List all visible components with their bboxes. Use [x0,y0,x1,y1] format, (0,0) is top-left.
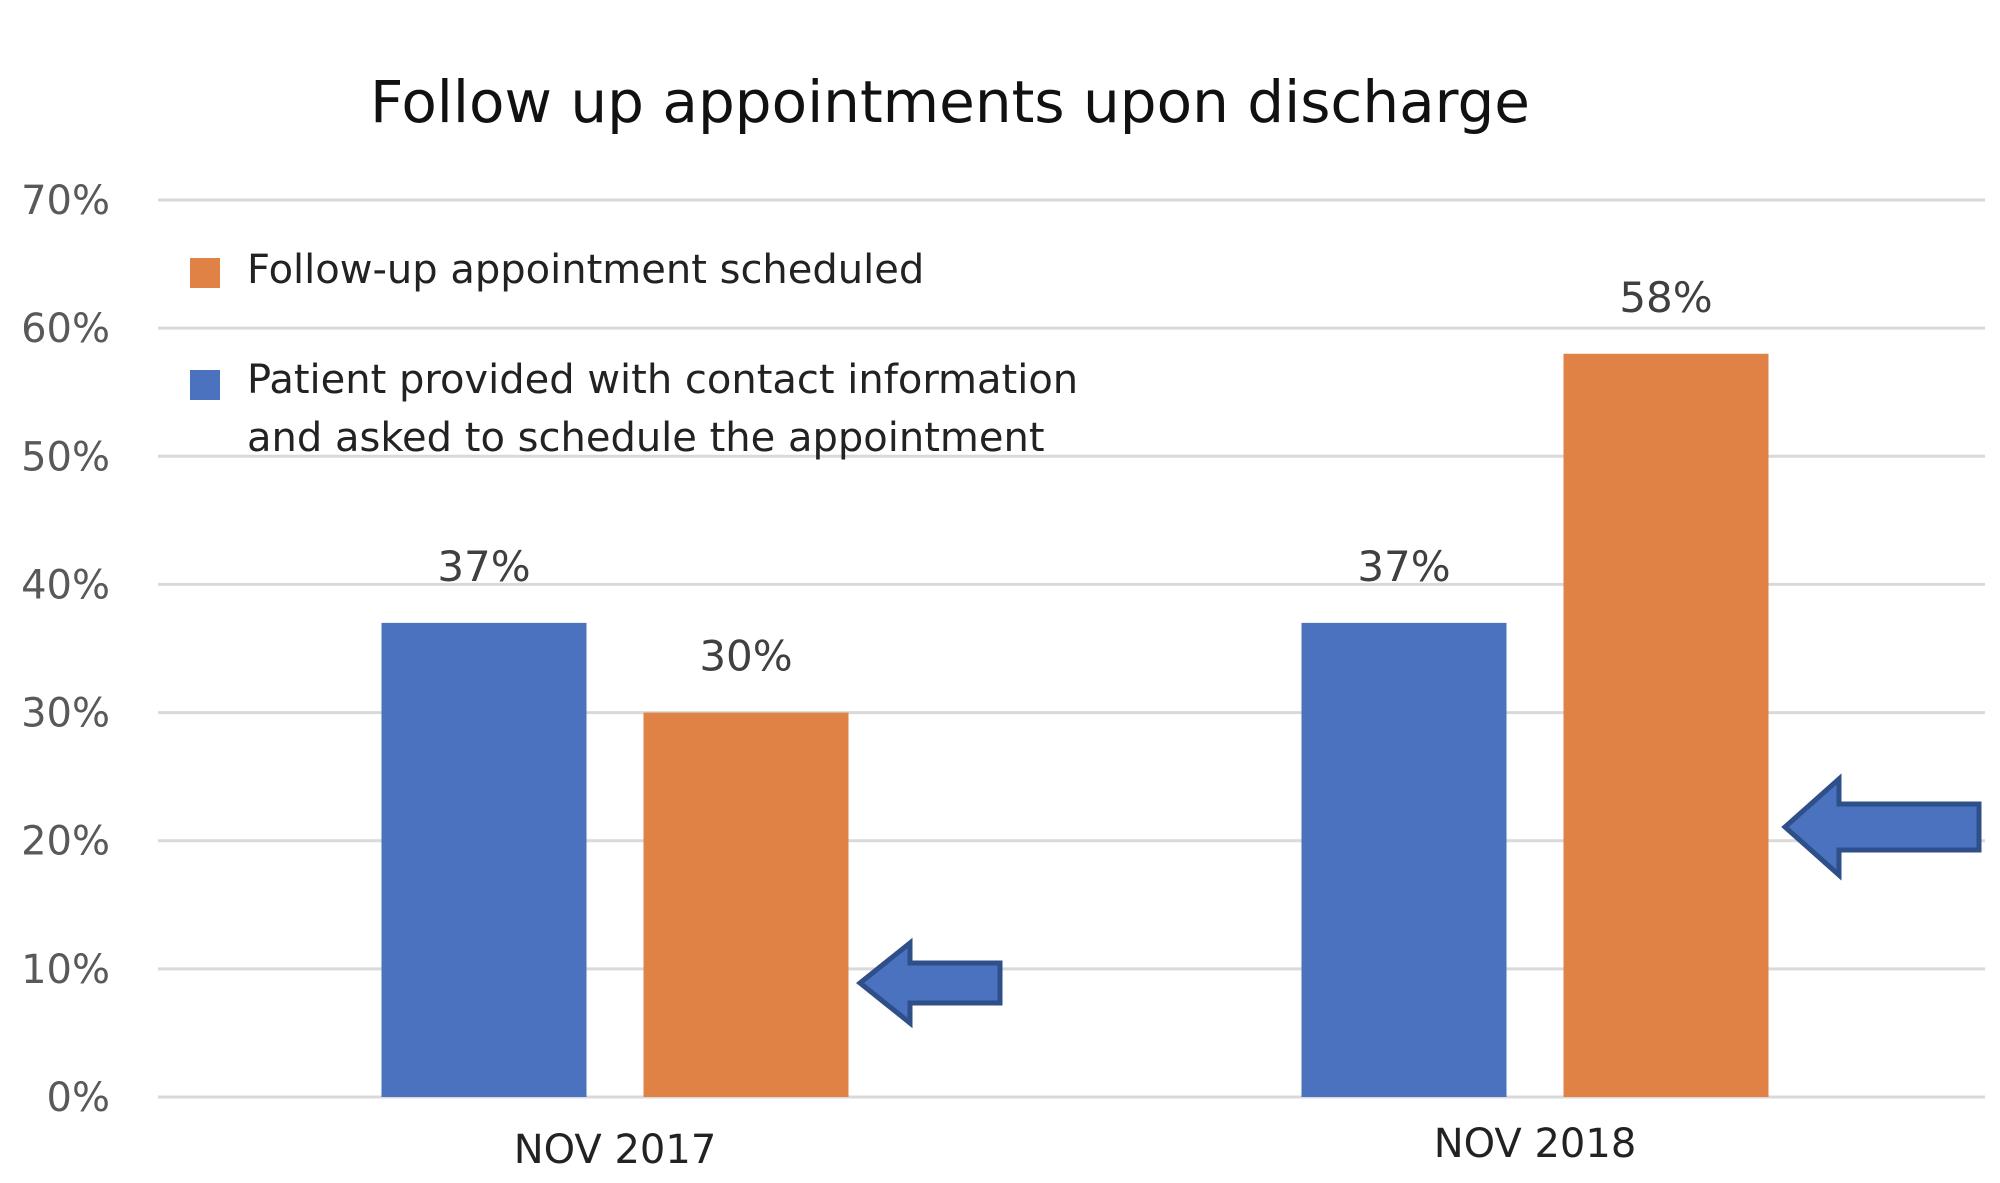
bar-contact-info-0 [381,622,587,1097]
y-tick-label: 30% [21,691,110,737]
x-axis-categories: NOV 2017 NOV 2018 [514,1121,1637,1173]
legend-label: Follow-up appointment scheduled [247,247,924,293]
legend-swatch [190,258,220,288]
legend-swatch [190,370,220,400]
data-labels: 37% 30% 37% 58% [437,273,1712,681]
y-tick-label: 70% [21,178,110,224]
y-tick-label: 40% [21,562,110,608]
chart-title: Follow up appointments upon discharge [370,68,1530,136]
bar-contact-info-1 [1301,622,1507,1097]
legend: Follow-up appointment scheduled Patient p… [190,247,1078,461]
y-tick-label: 10% [21,947,110,993]
y-axis-ticks: 0% 10% 20% 30% 40% 50% 60% 70% [21,178,110,1121]
data-label: 30% [699,632,792,681]
data-label: 37% [437,542,530,591]
bar-appointment-scheduled-1 [1563,353,1769,1097]
data-label: 58% [1619,273,1712,322]
y-tick-label: 20% [21,819,110,865]
legend-label: and asked to schedule the appointment [247,415,1045,461]
data-label: 37% [1357,542,1450,591]
bars [381,353,1769,1097]
y-tick-label: 50% [21,434,110,480]
x-category-label: NOV 2018 [1434,1121,1637,1167]
x-category-label: NOV 2017 [514,1127,717,1173]
y-tick-label: 0% [47,1075,110,1121]
y-tick-label: 60% [21,306,110,352]
annotation-arrows [855,773,1982,1029]
left-arrow-icon [855,937,1003,1029]
legend-label: Patient provided with contact informatio… [247,357,1078,403]
left-arrow-icon [1781,773,1982,881]
bar-appointment-scheduled-0 [643,712,849,1097]
